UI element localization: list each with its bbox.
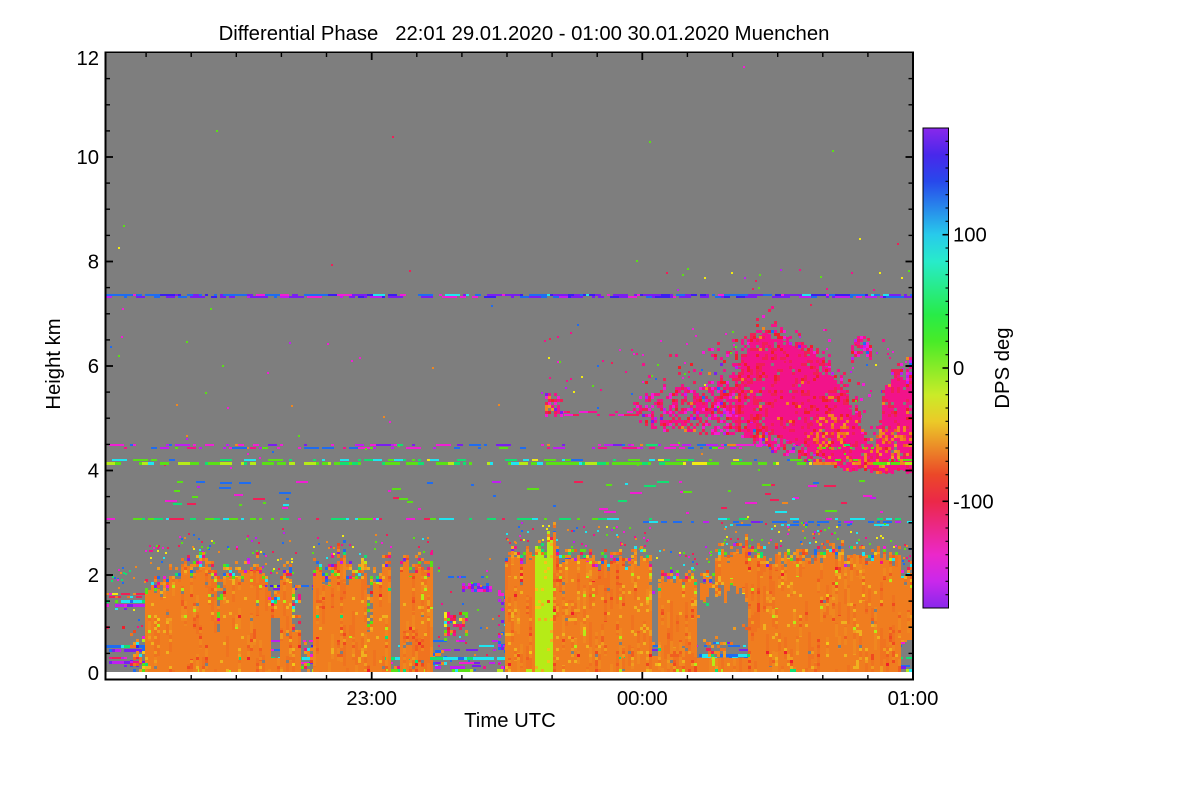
svg-text:0: 0: [88, 663, 99, 685]
svg-text:6: 6: [88, 356, 99, 378]
svg-text:100: 100: [953, 225, 987, 247]
svg-text:23:00: 23:00: [346, 688, 397, 710]
svg-text:2: 2: [88, 565, 99, 587]
svg-text:12: 12: [76, 48, 99, 70]
svg-text:Time UTC: Time UTC: [464, 710, 556, 732]
svg-text:Differential Phase 22:01 29.: Differential Phase 22:01 29.01.2020 - 01…: [219, 23, 830, 45]
svg-text:Height km: Height km: [43, 318, 65, 409]
svg-text:01:00: 01:00: [888, 688, 939, 710]
svg-text:DPS deg: DPS deg: [992, 327, 1014, 408]
svg-text:8: 8: [88, 252, 99, 274]
svg-text:10: 10: [76, 147, 99, 169]
svg-text:-100: -100: [953, 491, 994, 513]
svg-text:4: 4: [88, 461, 99, 483]
svg-text:00:00: 00:00: [617, 688, 668, 710]
svg-text:0: 0: [953, 358, 964, 380]
